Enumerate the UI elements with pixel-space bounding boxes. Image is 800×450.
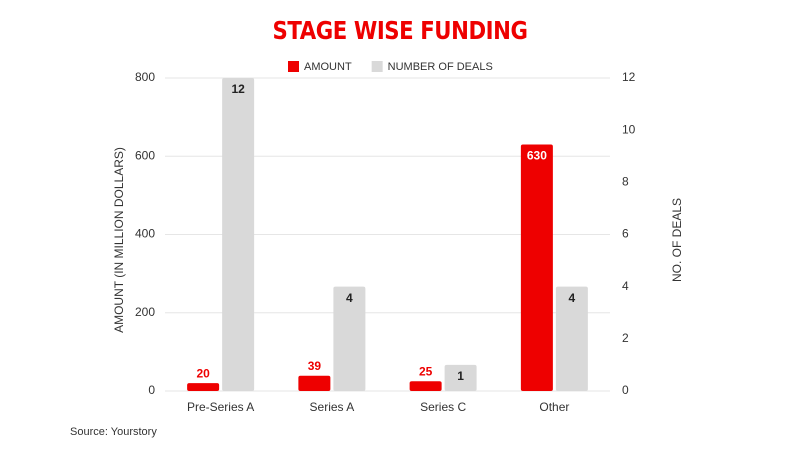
data-label: 1: [457, 369, 464, 383]
x-tick-label: Other: [539, 400, 569, 414]
legend-swatch: [371, 61, 383, 72]
x-tick-label: Series C: [420, 400, 466, 414]
bar: [444, 364, 477, 391]
bar: [298, 375, 331, 391]
y-tick-label: 600: [135, 148, 155, 162]
legend-swatch: [288, 61, 299, 72]
y2-tick-label: 0: [622, 383, 629, 397]
y-axis-label: AMOUNT (IN MILLION DOLLARS): [112, 147, 126, 333]
y2-tick-label: 12: [622, 70, 636, 84]
y2-axis-label: NO. OF DEALS: [670, 198, 684, 282]
bar: [333, 286, 366, 391]
bar: [520, 144, 553, 391]
data-label: 4: [569, 291, 576, 305]
y-tick-label: 200: [135, 305, 155, 319]
source-note: Source: Yourstory: [70, 426, 157, 438]
y2-tick-label: 6: [622, 227, 629, 241]
bar: [409, 381, 442, 391]
x-tick-label: Series A: [310, 400, 355, 414]
bar: [555, 286, 588, 391]
y-tick-label: 0: [148, 383, 155, 397]
data-label: 39: [308, 359, 322, 373]
y-tick-label: 400: [135, 227, 155, 241]
data-label: 630: [527, 149, 547, 163]
legend-label: NUMBER OF DEALS: [388, 61, 493, 73]
y2-tick-label: 2: [622, 331, 629, 345]
y2-tick-label: 8: [622, 175, 629, 189]
bar: [187, 383, 220, 391]
data-label: 25: [419, 364, 433, 378]
data-label: 4: [346, 291, 353, 305]
data-label: 12: [231, 82, 245, 96]
legend-label: AMOUNT: [304, 61, 352, 73]
y2-tick-label: 10: [622, 122, 636, 136]
bar: [222, 78, 255, 391]
chart-title: STAGE WISE FUNDING: [272, 16, 527, 45]
data-label: 20: [196, 366, 210, 380]
x-tick-label: Pre-Series A: [187, 400, 254, 414]
y-tick-label: 800: [135, 70, 155, 84]
y2-tick-label: 4: [622, 279, 629, 293]
